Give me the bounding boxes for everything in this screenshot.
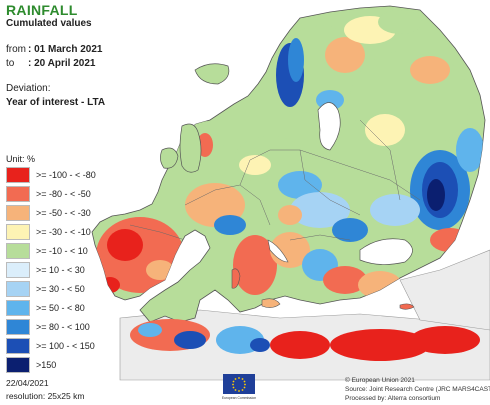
european-commission-logo: European Commission [222,374,256,400]
map-subtitle: Cumulated values [6,18,92,29]
eu-stars [232,377,246,392]
legend-swatch [6,318,30,335]
middle-east-landmass [399,249,490,331]
from-label: from [6,44,26,55]
resolution-note: resolution: 25x25 km [6,391,85,401]
deviation-label: Deviation: [6,83,51,94]
legend-item: >= 80 - < 100 [6,317,96,336]
north-africa-fields [130,319,480,361]
ireland-island [160,147,179,169]
great-britain-island [179,123,202,173]
deviation-fields [96,10,484,299]
legend-swatch [6,242,30,259]
legend-label: >150 [36,359,57,370]
legend-label: >= 30 - < 50 [36,283,85,294]
legend-label: >= -30 - < -10 [36,226,91,237]
legend-item: >= -100 - < -80 [6,165,96,184]
from-date: : 01 March 2021 [28,44,103,55]
to-label: to [6,58,15,69]
legend-swatch [6,166,30,183]
sicily-island [261,298,281,308]
legend-swatch [6,261,30,278]
legend-swatch [6,337,30,354]
cyprus-island [399,303,415,310]
legend-label: >= 80 - < 100 [36,321,90,332]
legend-item: >= 30 - < 50 [6,279,96,298]
baltic-sea [317,102,341,151]
legend-item: >= -10 - < 10 [6,241,96,260]
legend-label: >= 100 - < 150 [36,340,95,351]
legend-label: >= -50 - < -30 [36,207,91,218]
logo-caption: European Commission [222,396,256,400]
credits: © European Union 2021 Source: Joint Rese… [345,376,490,403]
legend-swatch [6,299,30,316]
map-title: RAINFALL [6,2,78,18]
legend: >= -100 - < -80 >= -80 - < -50 >= -50 - … [6,165,96,374]
legend-item: >= 10 - < 30 [6,260,96,279]
eu-flag-icon [223,374,255,394]
legend-swatch [6,356,30,373]
legend-item: >= -30 - < -10 [6,222,96,241]
sardinia-island [231,268,241,289]
to-date: : 20 April 2021 [28,58,96,69]
black-sea [359,238,413,265]
credit-source: Source: Joint Research Centre (JRC MARS4… [345,386,490,393]
legend-label: >= -80 - < -50 [36,188,91,199]
period-range: from: 01 March 2021 to : 20 April 2021 [6,43,103,71]
legend-swatch [6,280,30,297]
legend-swatch [6,223,30,240]
legend-label: >= -10 - < 10 [36,245,88,256]
legend-swatch [6,204,30,221]
credit-copyright: © European Union 2021 [345,377,415,384]
legend-label: >= -100 - < -80 [36,169,96,180]
legend-label: >= 50 - < 80 [36,302,85,313]
legend-item: >= 50 - < 80 [6,298,96,317]
country-borders [129,119,421,241]
legend-label: >= 10 - < 30 [36,264,85,275]
iceland-island [194,63,230,85]
adriatic-sea [267,239,289,263]
legend-item: >= 100 - < 150 [6,336,96,355]
legend-item: >= -50 - < -30 [6,203,96,222]
legend-unit: Unit: % [6,154,36,164]
legend-item: >= -80 - < -50 [6,184,96,203]
publication-date: 22/04/2021 [6,378,49,388]
legend-swatch [6,185,30,202]
deviation-value: Year of interest - LTA [6,97,106,108]
credit-processed: Processed by: Alterra consortium [345,395,441,402]
legend-item: >150 [6,355,96,374]
